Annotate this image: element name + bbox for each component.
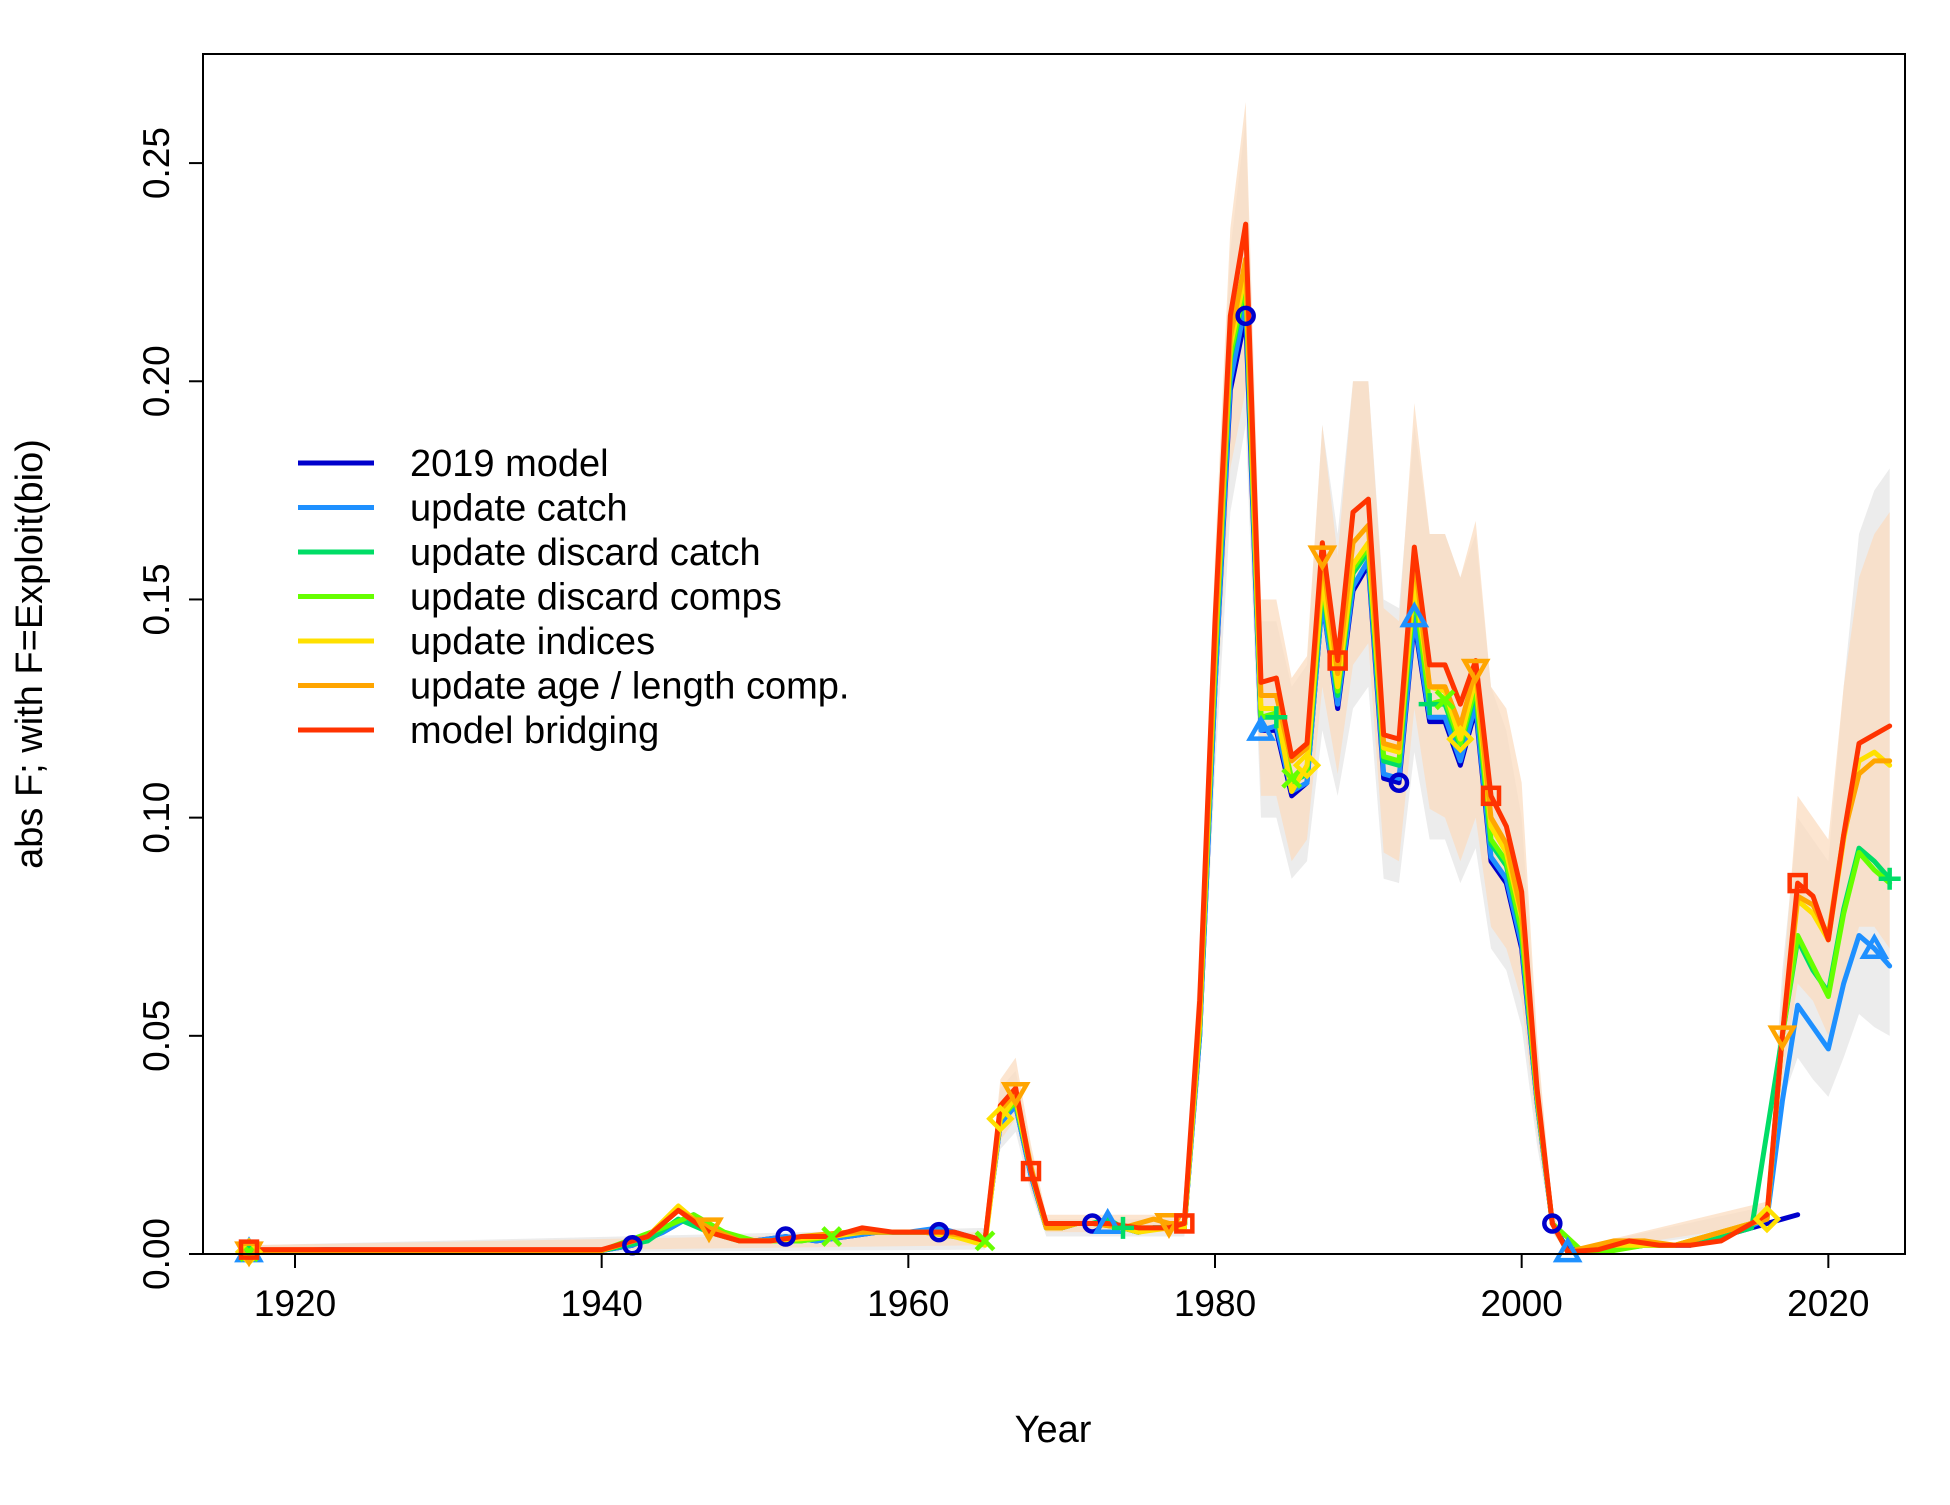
x-tick-label: 2000 (1481, 1283, 1563, 1324)
y-tick-label: 0.20 (136, 345, 177, 417)
series-3-point (1418, 693, 1441, 716)
x-tick-label: 1980 (1174, 1283, 1256, 1324)
series-6-point (1000, 1082, 1031, 1109)
series-5-point (986, 1104, 1015, 1133)
legend-label: model bridging (410, 710, 659, 752)
series-markers (234, 305, 1901, 1268)
y-tick-label: 0.10 (136, 782, 177, 854)
series-6-point (694, 1217, 724, 1244)
series-3-point (1878, 867, 1901, 890)
series-3-point (1112, 1216, 1134, 1239)
series-7-point (1480, 785, 1502, 807)
series-5-point (1292, 751, 1322, 780)
y-tick-label: 0.05 (136, 1000, 177, 1072)
series-4-point (821, 1226, 843, 1247)
y-axis-title: abs F; with F=Exploit(bio) (9, 439, 51, 869)
series-7-point (1174, 1213, 1195, 1234)
series-2-point (1552, 1236, 1583, 1263)
series-7-point (238, 1239, 260, 1260)
series-1-point (775, 1226, 796, 1247)
series-6-point (1307, 545, 1338, 572)
series-7-point (1787, 872, 1808, 894)
series-1-point (1388, 772, 1410, 793)
series-6-point (1767, 1025, 1798, 1052)
y-tick-label: 0.25 (136, 127, 177, 199)
axes: 1920 1940 1960 1980 2000 2020 0.00 0.05 0.10 0.15… (136, 127, 1869, 1324)
series-2-point (1092, 1207, 1123, 1234)
x-tick-label: 1960 (867, 1283, 949, 1324)
series-4-point (1434, 689, 1456, 711)
series-5-point (1446, 724, 1475, 754)
x-axis-title: Year (1015, 1409, 1092, 1451)
series-6-point (1460, 658, 1491, 685)
plot-frame (202, 53, 1906, 1255)
series-line-7 (246, 221, 1893, 1255)
series-2-point (1859, 933, 1890, 960)
y-tick-label: 0.15 (136, 563, 177, 635)
x-tick-label: 1940 (561, 1283, 643, 1324)
x-tick-label: 2020 (1787, 1283, 1869, 1324)
series-7-point (1020, 1160, 1042, 1182)
series-2-point (1399, 601, 1430, 628)
legend-label: 2019 model (410, 443, 609, 485)
legend-label: update discard catch (410, 532, 761, 574)
series-1-point (1542, 1213, 1563, 1234)
series-3-point (1265, 706, 1288, 729)
series-7-point (1327, 650, 1348, 671)
legend-label: update age / length comp. (410, 666, 849, 708)
series-4-point (974, 1230, 996, 1252)
series-1-point (928, 1221, 950, 1243)
legend-label: update catch (410, 488, 628, 530)
y-tick-label: 0.00 (136, 1218, 177, 1290)
series-5-point (1752, 1204, 1782, 1234)
series-2-point (1246, 714, 1276, 741)
series-4-point (1281, 767, 1303, 789)
series-1-point (1235, 305, 1256, 327)
x-tick-label: 1920 (254, 1283, 336, 1324)
legend-label: update indices (410, 621, 655, 663)
legend-label: update discard comps (410, 577, 782, 619)
